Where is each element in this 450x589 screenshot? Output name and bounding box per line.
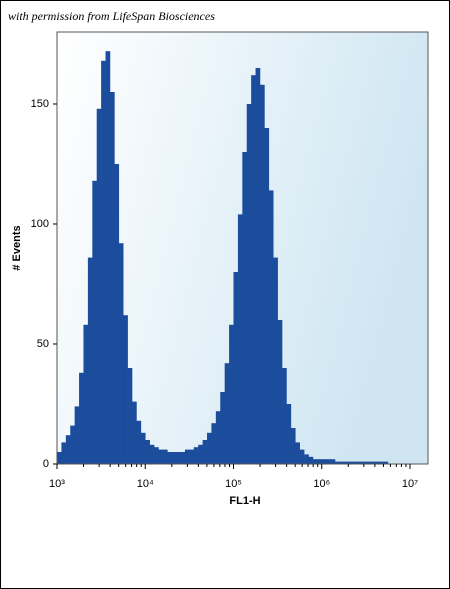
histogram-bar	[282, 368, 287, 464]
histogram-bar	[114, 164, 120, 464]
histogram-bar	[96, 108, 102, 465]
histogram-bar	[264, 128, 270, 464]
histogram-bar	[251, 75, 256, 464]
histogram-bar	[348, 461, 353, 464]
histogram-bar	[74, 406, 80, 464]
histogram-bar	[273, 257, 278, 464]
histogram-bar	[242, 152, 248, 464]
x-tick-label: 10⁵	[225, 478, 242, 490]
histogram-bar	[61, 442, 67, 464]
histogram-bar	[339, 461, 345, 464]
histogram-bar	[70, 425, 75, 464]
histogram-bar	[180, 452, 186, 464]
histogram-bar	[171, 452, 177, 464]
histogram-bar	[154, 447, 159, 464]
histogram-bar	[321, 459, 327, 464]
histogram-bar	[317, 459, 323, 464]
histogram-bar	[352, 461, 358, 464]
histogram-bar	[233, 272, 239, 464]
histogram-bar	[326, 459, 331, 464]
histogram-bar	[246, 104, 252, 464]
x-tick-label: 10⁶	[313, 478, 330, 490]
histogram-bar	[132, 401, 137, 464]
histogram-bar	[299, 449, 305, 464]
x-tick-label: 10⁷	[402, 478, 418, 490]
histogram-bar	[215, 411, 221, 464]
histogram-bar	[83, 324, 89, 464]
histogram-bar	[158, 449, 164, 464]
y-tick-label: 50	[37, 338, 49, 350]
histogram-bar	[189, 449, 195, 464]
histogram-bar	[109, 92, 115, 464]
histogram-bar	[176, 452, 181, 464]
histogram-bar	[118, 243, 124, 464]
histogram-bar	[374, 461, 380, 464]
histogram-bar	[334, 461, 340, 464]
histogram-bar	[101, 60, 106, 465]
source-note: with permission from LifeSpan Bioscience…	[8, 9, 215, 23]
histogram-bar	[259, 84, 265, 465]
histogram-bar	[370, 461, 375, 464]
histogram-bar	[127, 368, 133, 464]
histogram-bar	[268, 190, 274, 464]
histogram-bar	[123, 315, 128, 464]
y-tick-label: 100	[31, 218, 49, 230]
y-axis-label: # Events	[11, 225, 23, 270]
histogram-bar	[308, 456, 314, 464]
histogram-bar	[211, 423, 217, 464]
histogram-bar	[140, 432, 146, 464]
histogram-bar	[198, 444, 203, 464]
x-axis-label: FL1-H	[229, 495, 260, 507]
histogram-bar	[193, 447, 199, 464]
histogram-bar	[162, 449, 168, 464]
histogram-bar	[220, 392, 225, 464]
histogram-bar	[167, 452, 173, 464]
histogram-bar	[343, 461, 349, 464]
histogram-bar	[312, 459, 318, 464]
histogram-bar	[286, 404, 292, 464]
x-tick-label: 10³	[49, 478, 65, 490]
histogram-bar	[277, 320, 283, 464]
histogram-bar	[136, 420, 142, 464]
histogram-bar	[79, 372, 84, 464]
histogram-bar	[237, 214, 243, 464]
y-tick-label: 0	[43, 458, 49, 470]
histogram-bar	[149, 444, 155, 464]
histogram-bar	[255, 68, 261, 464]
histogram-bar	[357, 461, 362, 464]
histogram-bar	[65, 435, 71, 464]
histogram-bar	[207, 432, 212, 464]
histogram-bar	[145, 440, 150, 464]
histogram-bar	[92, 180, 98, 465]
y-tick-label: 150	[31, 98, 49, 110]
histogram-bar	[361, 461, 367, 464]
histogram-bar	[224, 363, 230, 464]
histogram-bar	[290, 428, 296, 464]
plot-border	[56, 31, 429, 465]
histogram-bar	[105, 51, 111, 464]
histogram-bar	[202, 440, 208, 464]
x-tick-label: 10⁴	[137, 478, 154, 490]
histogram-bar	[229, 324, 234, 464]
histogram-bar	[57, 452, 62, 464]
histogram-bar	[304, 454, 309, 464]
histogram-bar	[295, 442, 300, 464]
histogram-bar	[184, 449, 190, 464]
histogram-bar	[365, 461, 371, 464]
histogram-bar	[330, 459, 336, 464]
histogram-bar	[379, 461, 384, 464]
histogram-bar	[383, 461, 389, 464]
histogram-bar	[87, 257, 93, 464]
